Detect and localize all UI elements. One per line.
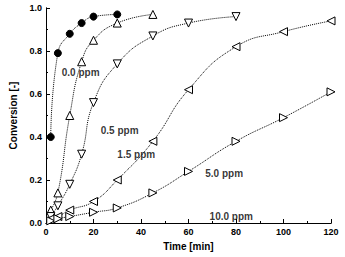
svg-text:40: 40 (136, 227, 146, 237)
svg-text:Conversion [-]: Conversion [-] (8, 82, 19, 150)
svg-text:Time [min]: Time [min] (163, 241, 213, 252)
svg-text:0.8: 0.8 (29, 46, 42, 56)
svg-text:100: 100 (276, 227, 291, 237)
svg-text:1.5 ppm: 1.5 ppm (117, 149, 155, 160)
svg-text:120: 120 (323, 227, 338, 237)
svg-text:1.0: 1.0 (29, 3, 42, 13)
svg-text:10.0 ppm: 10.0 ppm (210, 211, 253, 222)
svg-text:0.5 ppm: 0.5 ppm (101, 125, 139, 136)
svg-text:0.0: 0.0 (29, 218, 42, 228)
svg-text:0.4: 0.4 (29, 132, 42, 142)
svg-text:0.0 ppm: 0.0 ppm (62, 67, 100, 78)
svg-text:0.2: 0.2 (29, 175, 42, 185)
svg-text:20: 20 (88, 227, 98, 237)
svg-text:0.6: 0.6 (29, 89, 42, 99)
svg-text:80: 80 (231, 227, 241, 237)
svg-text:5.0 ppm: 5.0 ppm (205, 168, 243, 179)
svg-text:60: 60 (183, 227, 193, 237)
svg-text:0: 0 (43, 227, 48, 237)
